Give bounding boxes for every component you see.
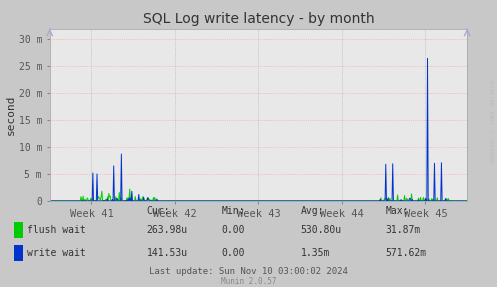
Text: Last update: Sun Nov 10 03:00:02 2024: Last update: Sun Nov 10 03:00:02 2024 (149, 267, 348, 276)
Text: Cur:: Cur: (147, 206, 170, 216)
Text: RRDTOOL / TOBI OETIKER: RRDTOOL / TOBI OETIKER (491, 79, 496, 162)
Text: 571.62m: 571.62m (385, 248, 426, 258)
Text: 141.53u: 141.53u (147, 248, 188, 258)
Text: 31.87m: 31.87m (385, 225, 420, 235)
Text: flush wait: flush wait (27, 225, 86, 235)
Text: 263.98u: 263.98u (147, 225, 188, 235)
Title: SQL Log write latency - by month: SQL Log write latency - by month (143, 12, 374, 26)
Y-axis label: second: second (6, 94, 16, 135)
Text: write wait: write wait (27, 248, 86, 258)
Text: Munin 2.0.57: Munin 2.0.57 (221, 277, 276, 286)
Text: 1.35m: 1.35m (301, 248, 330, 258)
Text: 530.80u: 530.80u (301, 225, 342, 235)
Text: Avg:: Avg: (301, 206, 324, 216)
Text: Min:: Min: (221, 206, 245, 216)
Text: Max:: Max: (385, 206, 409, 216)
Text: 0.00: 0.00 (221, 248, 245, 258)
Text: 0.00: 0.00 (221, 225, 245, 235)
